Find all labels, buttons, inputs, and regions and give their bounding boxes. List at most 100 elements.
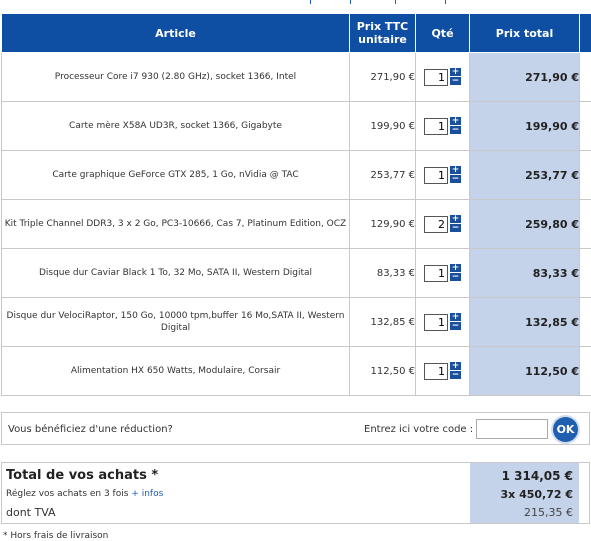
installments-info-link[interactable]: + infos	[131, 489, 163, 499]
header-filler	[580, 14, 591, 53]
increase-quantity-button[interactable]: +	[450, 166, 461, 174]
row-quantity-cell: + −	[416, 347, 470, 396]
table-row: Disque dur VelociRaptor, 150 Go, 10000 t…	[2, 298, 591, 347]
quantity-stepper: + −	[424, 313, 461, 331]
nav-underline	[262, 0, 492, 7]
row-filler	[580, 102, 591, 151]
vat-value: 215,35 €	[524, 506, 573, 519]
installments-value: 3x 450,72 €	[500, 488, 573, 501]
row-quantity-cell: + −	[416, 200, 470, 249]
table-row: Processeur Core i7 930 (2.80 GHz), socke…	[2, 53, 591, 102]
row-quantity-cell: + −	[416, 249, 470, 298]
table-row: Alimentation HX 650 Watts, Modulaire, Co…	[2, 347, 591, 396]
row-filler	[580, 347, 591, 396]
row-unit-price: 83,33 €	[350, 249, 416, 298]
increase-quantity-button[interactable]: +	[450, 215, 461, 223]
increase-quantity-button[interactable]: +	[450, 264, 461, 272]
row-total-price: 132,85 €	[470, 298, 580, 347]
header-total-price: Prix total	[470, 14, 580, 53]
stepper-buttons: + −	[450, 362, 461, 380]
nav-separator	[350, 0, 351, 4]
installments-row: Réglez vos achats en 3 fois + infos	[6, 489, 163, 499]
total-value: 1 314,05 €	[502, 469, 573, 483]
installments-text: Réglez vos achats en 3 fois	[6, 489, 128, 499]
decrease-quantity-button[interactable]: −	[450, 77, 461, 85]
stepper-buttons: + −	[450, 166, 461, 184]
row-article: Kit Triple Channel DDR3, 3 x 2 Go, PC3-1…	[2, 200, 350, 249]
row-article: Processeur Core i7 930 (2.80 GHz), socke…	[2, 53, 350, 102]
order-summary: Total de vos achats * 1 314,05 € Réglez …	[1, 462, 590, 524]
nav-separator	[395, 0, 396, 4]
row-quantity-cell: + −	[416, 53, 470, 102]
decrease-quantity-button[interactable]: −	[450, 371, 461, 379]
stepper-buttons: + −	[450, 313, 461, 331]
quantity-input[interactable]	[424, 167, 448, 184]
quantity-stepper: + −	[424, 166, 461, 184]
row-filler	[580, 298, 591, 347]
row-unit-price: 112,50 €	[350, 347, 416, 396]
quantity-input[interactable]	[424, 363, 448, 380]
increase-quantity-button[interactable]: +	[450, 313, 461, 321]
decrease-quantity-button[interactable]: −	[450, 273, 461, 281]
quantity-stepper: + −	[424, 117, 461, 135]
row-quantity-cell: + −	[416, 151, 470, 200]
header-unit-price-line1: Prix TTC	[357, 20, 409, 33]
discount-code-panel: Vous bénéficiez d'une réduction? Entrez …	[1, 412, 590, 445]
row-article: Disque dur VelociRaptor, 150 Go, 10000 t…	[2, 298, 350, 347]
increase-quantity-button[interactable]: +	[450, 68, 461, 76]
increase-quantity-button[interactable]: +	[450, 362, 461, 370]
stepper-buttons: + −	[450, 68, 461, 86]
header-unit-price: Prix TTC unitaire	[350, 14, 416, 53]
row-unit-price: 253,77 €	[350, 151, 416, 200]
cart-table: Article Prix TTC unitaire Qté Prix total…	[1, 13, 591, 396]
discount-question: Vous bénéficiez d'une réduction?	[8, 424, 173, 435]
ok-button[interactable]: OK	[553, 417, 578, 442]
quantity-stepper: + −	[424, 264, 461, 282]
decrease-quantity-button[interactable]: −	[450, 175, 461, 183]
row-article: Disque dur Caviar Black 1 To, 32 Mo, SAT…	[2, 249, 350, 298]
decrease-quantity-button[interactable]: −	[450, 126, 461, 134]
row-total-price: 199,90 €	[470, 102, 580, 151]
row-unit-price: 129,90 €	[350, 200, 416, 249]
row-filler	[580, 53, 591, 102]
row-filler	[580, 200, 591, 249]
nav-separator	[445, 0, 446, 4]
table-row: Carte mère X58A UD3R, socket 1366, Gigab…	[2, 102, 591, 151]
row-total-price: 259,80 €	[470, 200, 580, 249]
quantity-stepper: + −	[424, 362, 461, 380]
discount-code-input[interactable]	[476, 419, 548, 439]
quantity-input[interactable]	[424, 118, 448, 135]
table-row: Kit Triple Channel DDR3, 3 x 2 Go, PC3-1…	[2, 200, 591, 249]
row-total-price: 271,90 €	[470, 53, 580, 102]
row-article: Alimentation HX 650 Watts, Modulaire, Co…	[2, 347, 350, 396]
stepper-buttons: + −	[450, 264, 461, 282]
discount-code-label: Entrez ici votre code :	[364, 424, 473, 435]
quantity-input[interactable]	[424, 69, 448, 86]
quantity-input[interactable]	[424, 265, 448, 282]
row-quantity-cell: + −	[416, 102, 470, 151]
decrease-quantity-button[interactable]: −	[450, 224, 461, 232]
quantity-input[interactable]	[424, 216, 448, 233]
stepper-buttons: + −	[450, 215, 461, 233]
row-article: Carte graphique GeForce GTX 285, 1 Go, n…	[2, 151, 350, 200]
row-total-price: 112,50 €	[470, 347, 580, 396]
row-filler	[580, 249, 591, 298]
total-title: Total de vos achats *	[6, 468, 158, 483]
row-unit-price: 199,90 €	[350, 102, 416, 151]
vat-label: dont TVA	[6, 506, 56, 519]
header-article: Article	[2, 14, 350, 53]
increase-quantity-button[interactable]: +	[450, 117, 461, 125]
header-unit-price-line2: unitaire	[358, 33, 407, 46]
row-quantity-cell: + −	[416, 298, 470, 347]
stepper-buttons: + −	[450, 117, 461, 135]
nav-separator	[310, 0, 311, 4]
row-unit-price: 271,90 €	[350, 53, 416, 102]
decrease-quantity-button[interactable]: −	[450, 322, 461, 330]
quantity-input[interactable]	[424, 314, 448, 331]
row-total-price: 83,33 €	[470, 249, 580, 298]
table-row: Disque dur Caviar Black 1 To, 32 Mo, SAT…	[2, 249, 591, 298]
row-total-price: 253,77 €	[470, 151, 580, 200]
row-filler	[580, 151, 591, 200]
quantity-stepper: + −	[424, 215, 461, 233]
top-navigation-fragment	[0, 0, 591, 12]
